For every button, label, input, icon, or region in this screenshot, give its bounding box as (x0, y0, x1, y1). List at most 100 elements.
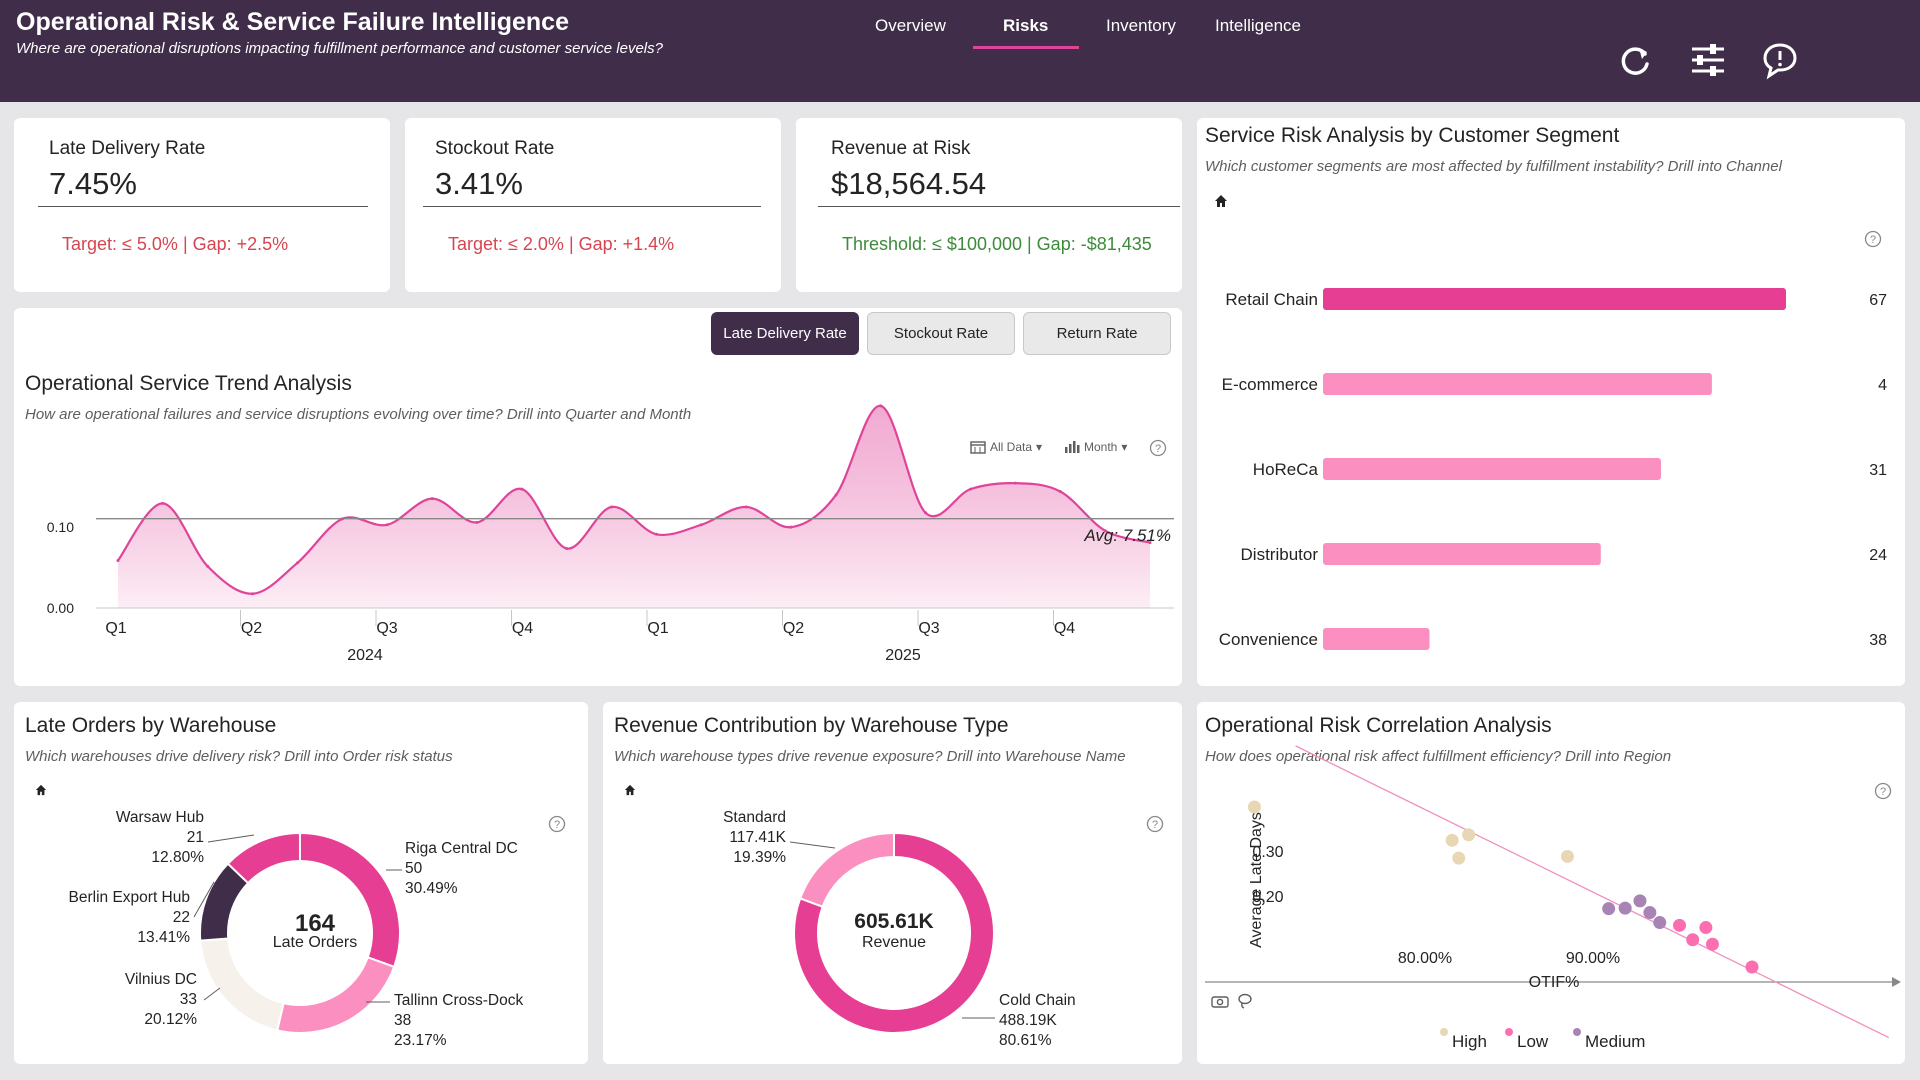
refresh-icon[interactable] (1615, 40, 1655, 80)
trend-point[interactable] (1103, 529, 1107, 533)
trend-point[interactable] (295, 561, 299, 565)
home-icon[interactable] (624, 784, 636, 796)
scatter-point[interactable] (1618, 901, 1632, 915)
comment-icon[interactable] (1760, 40, 1800, 80)
help-icon[interactable]: ? (548, 815, 566, 833)
correlation-title: Operational Risk Correlation Analysis (1205, 714, 1552, 737)
trend-point[interactable] (116, 558, 120, 562)
trend-point[interactable] (1013, 481, 1017, 485)
late-delivery-rate-button[interactable]: Late Delivery Rate (711, 312, 859, 355)
scatter-point[interactable] (1247, 800, 1261, 814)
trend-point[interactable] (699, 523, 703, 527)
scatter-point[interactable] (1699, 921, 1713, 935)
segment-bar[interactable] (1323, 458, 1661, 480)
trend-point[interactable] (251, 592, 255, 596)
scatter-point[interactable] (1445, 833, 1459, 847)
donut-leader-line (193, 881, 215, 918)
scatter-point[interactable] (1673, 918, 1687, 932)
x-tick-label: Q3 (918, 620, 939, 637)
bar-category-label: Distributor (1241, 545, 1319, 564)
trend-point[interactable] (654, 532, 658, 536)
tab-intelligence[interactable]: Intelligence (1215, 16, 1302, 35)
donut-label: 23.17% (394, 1032, 447, 1049)
trend-point[interactable] (1148, 541, 1152, 545)
return-rate-button[interactable]: Return Rate (1023, 312, 1171, 355)
lasso-icon[interactable] (1237, 993, 1253, 1009)
trend-point[interactable] (565, 547, 569, 551)
filters-icon[interactable] (1688, 40, 1728, 80)
trend-point[interactable] (206, 564, 210, 568)
donut-label: 117.41K (729, 829, 786, 846)
scatter-point[interactable] (1560, 849, 1574, 863)
kpi-divider (818, 206, 1180, 207)
trend-point[interactable] (610, 505, 614, 509)
scatter-point[interactable] (1462, 828, 1476, 842)
camera-icon[interactable] (1211, 994, 1229, 1008)
help-icon[interactable]: ? (1864, 230, 1882, 248)
scatter-point[interactable] (1633, 894, 1647, 908)
help-icon[interactable]: ? (1146, 815, 1164, 833)
all-data-filter[interactable]: All Data ▾ (970, 440, 1042, 454)
help-icon[interactable]: ? (1149, 439, 1167, 457)
home-icon[interactable] (1214, 194, 1228, 208)
segment-bar[interactable] (1323, 288, 1786, 310)
kpi-label: Late Delivery Rate (49, 138, 206, 159)
scatter-point[interactable] (1452, 851, 1466, 865)
tab-risks[interactable]: Risks (1003, 16, 1049, 35)
segment-bar[interactable] (1323, 543, 1601, 565)
warehouse-type-subtitle: Which warehouse types drive revenue expo… (614, 748, 1126, 765)
donut-center-value: 164 (294, 910, 336, 937)
x-tick-label: 80.00% (1398, 950, 1452, 967)
trend-point[interactable] (789, 525, 793, 529)
donut-slice[interactable] (226, 831, 301, 885)
scatter-point[interactable] (1705, 937, 1719, 951)
donut-label: 13.41% (137, 929, 190, 946)
bar-value-label: 24 (1869, 547, 1887, 564)
all-data-label: All Data (990, 440, 1033, 454)
scatter-point[interactable] (1653, 916, 1667, 930)
trend-point[interactable] (879, 404, 883, 408)
trend-point[interactable] (430, 497, 434, 501)
bar-value-label: 4 (1878, 377, 1887, 394)
trend-point[interactable] (924, 511, 928, 515)
trend-point[interactable] (475, 520, 479, 524)
trend-point[interactable] (744, 505, 748, 509)
x-tick-label: 90.00% (1566, 950, 1620, 967)
scatter-point[interactable] (1745, 960, 1759, 974)
donut-label: 30.49% (405, 880, 458, 897)
chevron-down-icon: ▾ (1121, 440, 1128, 454)
bar-chart-icon (1065, 441, 1080, 453)
legend-label: High (1452, 1032, 1487, 1051)
scatter-point[interactable] (1686, 933, 1700, 947)
donut-slice[interactable] (798, 831, 895, 909)
period-filter[interactable]: Month ▾ (1064, 440, 1127, 454)
trend-point[interactable] (385, 523, 389, 527)
trend-point[interactable] (969, 487, 973, 491)
trend-title: Operational Service Trend Analysis (25, 372, 352, 395)
tab-overview[interactable]: Overview (875, 16, 946, 35)
donut-slice[interactable] (793, 831, 995, 1034)
donut-slice[interactable] (276, 956, 396, 1034)
scatter-point[interactable] (1643, 906, 1657, 920)
trend-point[interactable] (834, 493, 838, 497)
donut-center-label: Late Orders (272, 934, 358, 951)
trend-point[interactable] (520, 487, 524, 491)
donut-slice[interactable] (199, 937, 285, 1032)
donut-label: Riga Central DC (405, 840, 518, 857)
trend-area-fill (118, 405, 1150, 608)
y-tick-label: 0.20 (1252, 889, 1283, 906)
home-icon[interactable] (35, 784, 47, 796)
tab-inventory[interactable]: Inventory (1106, 16, 1176, 35)
segment-bar[interactable] (1323, 628, 1430, 650)
x-tick-label: Q1 (647, 620, 668, 637)
stockout-rate-button[interactable]: Stockout Rate (867, 312, 1015, 355)
trend-point[interactable] (1058, 489, 1062, 493)
help-icon[interactable]: ? (1874, 782, 1892, 800)
segment-bar[interactable] (1323, 373, 1712, 395)
scatter-point[interactable] (1602, 902, 1616, 916)
legend-marker (1573, 1028, 1581, 1036)
x-tick-label: Q2 (241, 620, 262, 637)
trend-point[interactable] (161, 501, 165, 505)
warehouse-title: Late Orders by Warehouse (25, 714, 277, 737)
trend-point[interactable] (340, 517, 344, 521)
